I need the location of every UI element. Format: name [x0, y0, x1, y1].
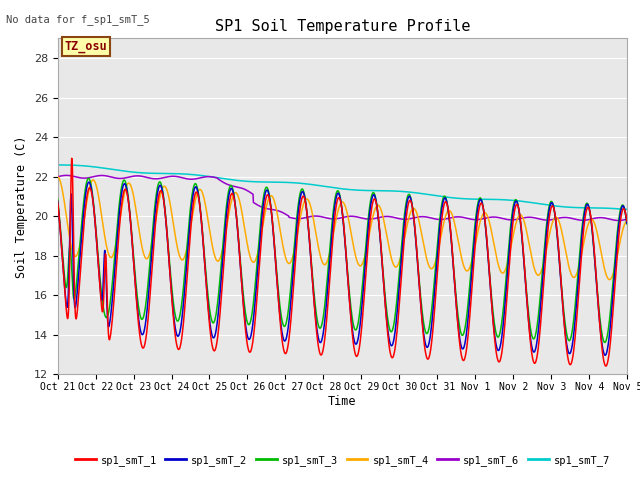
- Text: TZ_osu: TZ_osu: [65, 40, 108, 53]
- Title: SP1 Soil Temperature Profile: SP1 Soil Temperature Profile: [214, 20, 470, 35]
- X-axis label: Time: Time: [328, 395, 356, 408]
- Y-axis label: Soil Temperature (C): Soil Temperature (C): [15, 135, 28, 277]
- Legend: sp1_smT_1, sp1_smT_2, sp1_smT_3, sp1_smT_4, sp1_smT_6, sp1_smT_7: sp1_smT_1, sp1_smT_2, sp1_smT_3, sp1_smT…: [70, 451, 614, 470]
- Text: No data for f_sp1_smT_5: No data for f_sp1_smT_5: [6, 14, 150, 25]
